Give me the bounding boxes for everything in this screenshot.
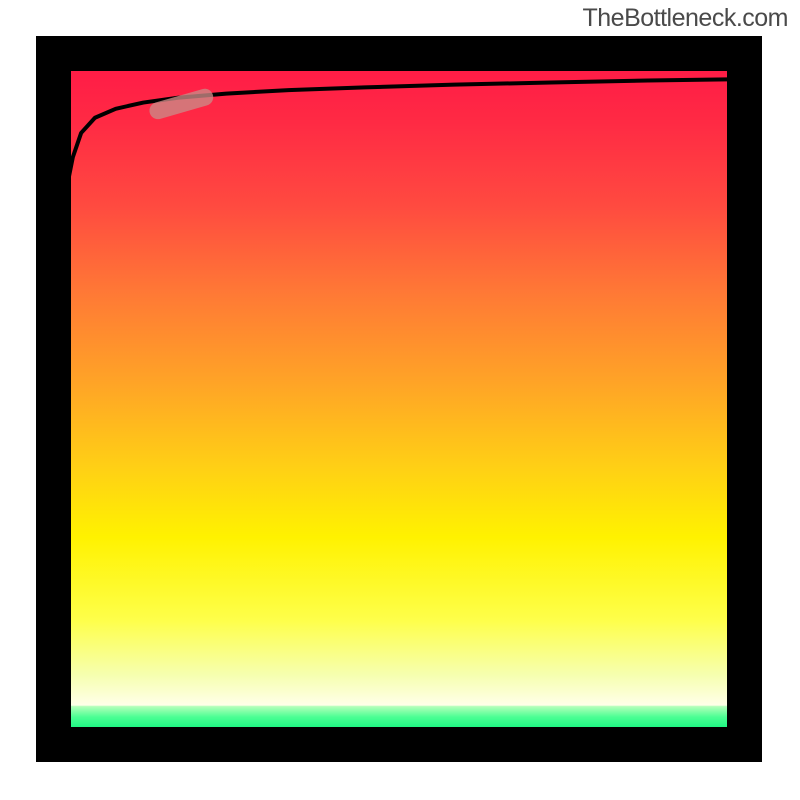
watermark-text: TheBottleneck.com bbox=[583, 4, 789, 33]
gradient-plot-area bbox=[54, 54, 745, 745]
chart-svg bbox=[0, 0, 800, 800]
chart-container: TheBottleneck.com bbox=[0, 0, 800, 800]
